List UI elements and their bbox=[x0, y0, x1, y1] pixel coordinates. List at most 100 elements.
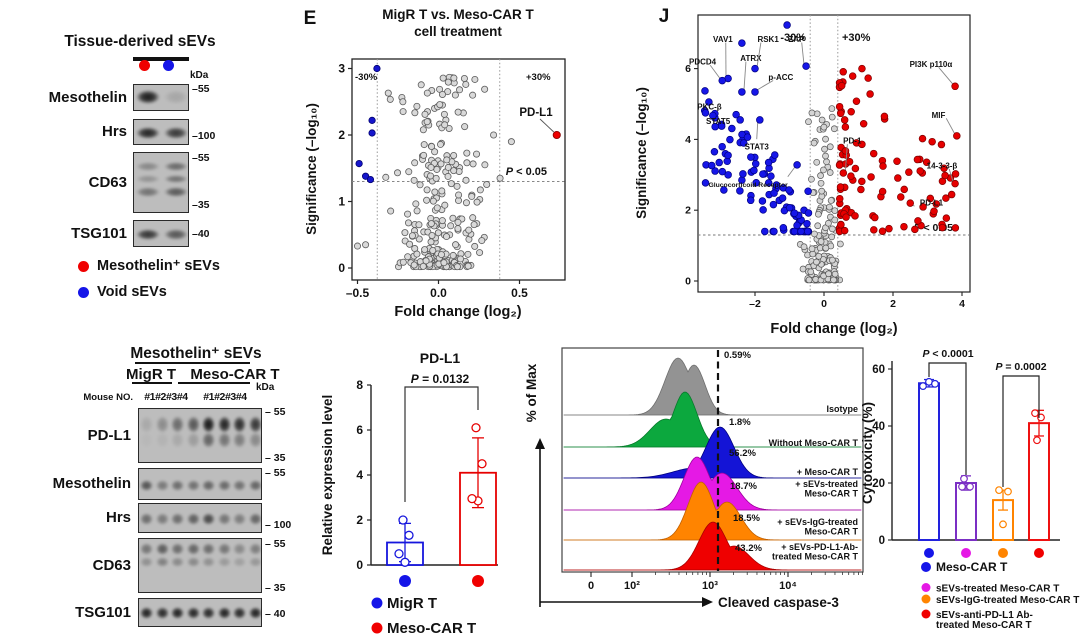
wb-row-label: CD63 bbox=[88, 173, 127, 191]
row-label-3: Meso-CAR T bbox=[805, 489, 859, 499]
molecular-weight-marker: – 40 bbox=[265, 607, 286, 620]
lane-numbers-migr: #1#2#3#4 bbox=[144, 391, 188, 403]
x-tick-label: 0 bbox=[588, 580, 594, 592]
wb-row-label: Mesothelin bbox=[48, 88, 127, 106]
threshold-right-label: +30% bbox=[842, 32, 871, 44]
molecular-weight-marker: – 55 bbox=[265, 466, 286, 479]
downregulated-points bbox=[700, 21, 813, 236]
upregulated-points bbox=[835, 64, 960, 236]
legend-label: MigR T bbox=[387, 595, 437, 612]
wb-blot-image bbox=[133, 152, 189, 213]
y-tick-label: 2 bbox=[356, 513, 363, 527]
y-tick-label: 3 bbox=[338, 62, 345, 76]
void-sevs-lane-dot bbox=[163, 60, 174, 71]
y-axis-label: Significance (–log₁₀) bbox=[634, 87, 649, 219]
group-underline-1 bbox=[132, 382, 172, 384]
wb-row-label: Hrs bbox=[105, 509, 131, 526]
panel-e-volcano-plot: E MigR T vs. Meso-CAR T cell treatment 0 1 2 3… bbox=[304, 7, 566, 320]
protein-label-0: VAV1 bbox=[713, 35, 733, 44]
pct-label-5: 43.2% bbox=[735, 543, 762, 554]
molecular-weight-marker: –55 bbox=[192, 152, 210, 165]
x-tick-label: 0.5 bbox=[511, 286, 528, 300]
molecular-weight-marker: – 35 bbox=[265, 581, 286, 594]
legend-label: Void sEVs bbox=[97, 284, 167, 300]
labeled-protein-points: VAV1 PDCD4 ATRX RSK1 ZAP p-ACC PKC-β STAT5 STAT3… bbox=[689, 35, 961, 208]
panel-letter: E bbox=[304, 8, 317, 29]
wb-row-label: TSG101 bbox=[75, 603, 131, 621]
p-value-label: P = 0.0132 bbox=[411, 372, 470, 386]
panel-wb-tissue-sevs: Tissue-derived sEVs kDa Mesothelin –55 Hrs… bbox=[0, 0, 300, 330]
lane-overline bbox=[133, 57, 189, 61]
x-axis-label: Cleaved caspase-3 bbox=[718, 595, 839, 610]
wb-blot-image bbox=[133, 84, 189, 111]
group-underline-2 bbox=[178, 382, 250, 384]
x-tick-label: –2 bbox=[749, 298, 761, 310]
significance-bracket-2 bbox=[1002, 375, 1040, 487]
molecular-weight-marker: – 100 bbox=[265, 518, 292, 531]
x-tick-label: 0 bbox=[821, 298, 827, 310]
title-underline bbox=[135, 362, 250, 364]
significance-bracket bbox=[404, 386, 479, 502]
pct-label-4: 18.5% bbox=[733, 513, 760, 524]
threshold-left-label: -30% bbox=[355, 72, 378, 83]
histogram-2 bbox=[564, 426, 861, 479]
threshold-left-label: -30% bbox=[780, 32, 806, 44]
protein-label-10: PD-1 bbox=[843, 137, 862, 146]
protein-label-13: 14-3-3-β bbox=[927, 161, 958, 170]
y-axis-label: Significance (–log₁₀) bbox=[304, 103, 319, 235]
protein-label-6: PKC-β bbox=[697, 102, 722, 111]
wb-blot-image bbox=[133, 119, 189, 145]
panel-pdl1-bar-chart: PD-L1 P = 0.0132 Relative expression level… bbox=[320, 350, 498, 637]
protein-label-5: p-ACC bbox=[768, 73, 793, 82]
legend-label-0: Meso-CAR T bbox=[936, 560, 1008, 574]
x-tick-label: 10³ bbox=[702, 580, 718, 592]
wb-blot-image bbox=[138, 598, 262, 627]
wb-row-label: CD63 bbox=[92, 556, 131, 574]
row-label-5: + sEVs-PD-L1-Ab- bbox=[781, 542, 858, 552]
wb-blot-image bbox=[138, 468, 262, 500]
wb-bottom-title: Mesothelin⁺ sEVs bbox=[130, 345, 262, 362]
protein-label-1: PDCD4 bbox=[689, 58, 717, 67]
p-value-label: P = 0.0002 bbox=[995, 361, 1046, 373]
x-tick-label: –0.5 bbox=[346, 286, 370, 300]
y-tick-label: 4 bbox=[685, 134, 691, 146]
molecular-weight-marker: –55 bbox=[192, 83, 210, 96]
legend-label-3: sEVs-anti-PD-L1 Ab- bbox=[936, 610, 1033, 621]
y-tick-label: 4 bbox=[356, 468, 363, 482]
row-label-0: Isotype bbox=[826, 404, 858, 414]
pct-label-3: 18.7% bbox=[730, 481, 757, 492]
panel-flow-histograms: 0.59% 1.8% 56.2% 18.7% 18.5% 43.2% Isotype With… bbox=[524, 347, 864, 610]
mesothelin-sevs-lane-dot bbox=[139, 60, 150, 71]
row-label-1: Without Meso-CAR T bbox=[769, 438, 859, 448]
bar-0 bbox=[918, 382, 940, 541]
row-label-4: + sEVs-IgG-treated bbox=[777, 517, 858, 527]
histogram-4 bbox=[564, 481, 861, 541]
legend-label-1: sEVs-treated Meso-CAR T bbox=[936, 584, 1059, 595]
protein-label-9: Glucocorticoid Receptor bbox=[708, 182, 788, 189]
legend-label-2: sEVs-IgG-treated Meso-CAR T bbox=[936, 595, 1079, 606]
blue-dot-icon bbox=[78, 286, 89, 298]
molecular-weight-marker: – 55 bbox=[265, 406, 286, 419]
y-tick-label: 60 bbox=[872, 364, 885, 376]
y-tick-label: 2 bbox=[338, 128, 345, 142]
significance-bracket-1 bbox=[928, 362, 967, 475]
wb-row-label: Hrs bbox=[101, 123, 127, 140]
molecular-weight-marker: – 55 bbox=[265, 537, 286, 550]
p-value-label: P < 0.0001 bbox=[922, 348, 973, 360]
row-label-4: Meso-CAR T bbox=[805, 527, 859, 537]
y-axis-label: Cytotoxicity (%) bbox=[860, 402, 875, 504]
protein-label-8: STAT3 bbox=[745, 143, 770, 152]
molecular-weight-marker: –40 bbox=[192, 227, 210, 240]
y-tick-label: 6 bbox=[356, 423, 363, 437]
kda-label: kDa bbox=[190, 70, 209, 81]
wb-row-label: Mesothelin bbox=[52, 475, 131, 492]
p-value-label: P < 0.05 bbox=[506, 166, 547, 178]
downregulated-points bbox=[355, 64, 381, 184]
y-tick-label: 0 bbox=[685, 276, 691, 288]
legend-label: Mesothelin⁺ sEVs bbox=[97, 258, 220, 274]
mouse-no-label: Mouse NO. bbox=[83, 392, 133, 403]
gray-points bbox=[354, 73, 515, 271]
panel-letter: J bbox=[659, 6, 670, 27]
